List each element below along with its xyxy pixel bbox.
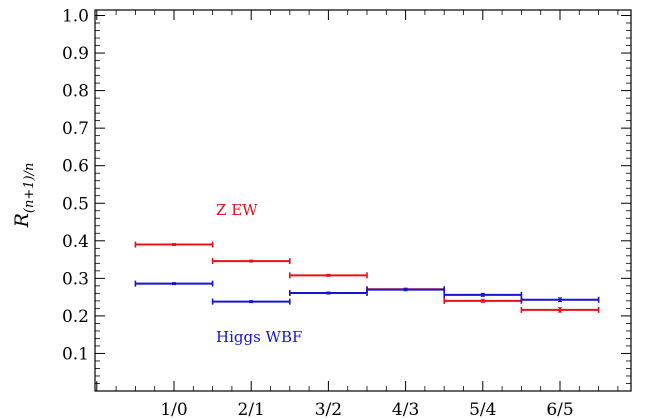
point-z-ew: [288, 272, 368, 279]
plot-frame: [94, 9, 632, 392]
series-label-z-ew: Z EW: [216, 201, 258, 219]
x-tick-label: 4/3: [392, 400, 419, 419]
point-higgs-wbf: [211, 298, 291, 305]
point-z-ew: [134, 241, 214, 248]
point-z-ew: [443, 297, 523, 304]
data-series: [134, 241, 600, 313]
x-tick-label: 3/2: [315, 400, 342, 419]
x-tick-label: 1/0: [160, 400, 187, 419]
y-tick-label: 0.7: [62, 119, 89, 139]
y-tick-labels: 0.1 0.2 0.3 0.4 0.5 0.6 0.7 0.8 0.9 1.0: [62, 7, 89, 365]
x-tick-label: 2/1: [238, 400, 265, 419]
point-higgs-wbf: [520, 296, 600, 303]
y-tick-label: 0.1: [62, 344, 89, 364]
x-tick-labels: 1/0 2/1 3/2 4/3 5/4 6/5: [160, 400, 573, 419]
point-higgs-wbf: [443, 291, 523, 298]
y-tick-label: 0.2: [62, 307, 89, 327]
y-axis-title-sub: (n+1)/n: [22, 163, 37, 213]
y-axis-title-main: R: [11, 213, 33, 228]
point-z-ew: [211, 258, 291, 265]
y-tick-label: 0.4: [62, 232, 89, 252]
y-tick-label: 0.9: [62, 44, 89, 64]
y-tick-label: 0.8: [62, 82, 89, 102]
axis-ticks: [95, 10, 631, 391]
x-tick-label: 5/4: [469, 400, 496, 419]
point-higgs-wbf: [366, 286, 446, 293]
y-axis-title: R(n+1)/n: [11, 163, 37, 229]
y-tick-label: 0.5: [62, 194, 89, 214]
y-tick-label: 0.3: [62, 269, 89, 289]
point-higgs-wbf: [288, 289, 368, 296]
y-tick-label: 1.0: [62, 7, 89, 27]
x-tick-label: 6/5: [546, 400, 573, 419]
point-z-ew: [520, 306, 600, 313]
series-label-higgs-wbf: Higgs WBF: [216, 328, 302, 346]
y-tick-label: 0.6: [62, 157, 89, 177]
point-higgs-wbf: [134, 280, 214, 287]
